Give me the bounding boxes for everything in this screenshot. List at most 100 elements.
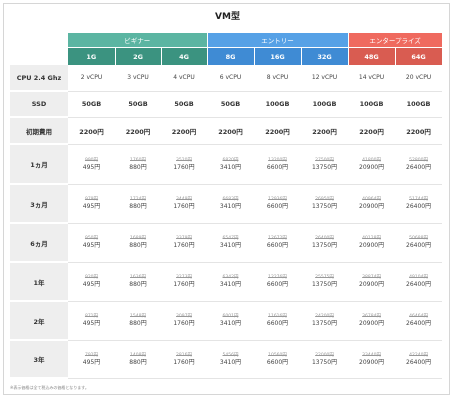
original-price: 1548円 [130, 314, 146, 319]
price-cell: 33440円 20900円 [348, 340, 396, 379]
discounted-price: 495円 [82, 163, 101, 171]
memory-size-header: 8G [207, 47, 255, 65]
discounted-price: 1760円 [173, 358, 195, 366]
price-row: 6ヵ月 950円 495円 1689円 880円 3379円 1760円 6547円 3410円… [10, 223, 443, 263]
original-price: 6683円 [222, 197, 239, 202]
discounted-price: 26400円 [406, 163, 432, 171]
original-price: 24200円 [315, 314, 334, 319]
original-price: 979円 [84, 197, 99, 202]
price-cell: 6820円 3410円 [207, 144, 255, 185]
original-price: 3379円 [176, 236, 192, 241]
price-cell: 6342円 3410円 [207, 262, 255, 302]
discounted-price: 26400円 [406, 203, 432, 210]
original-price: 26400円 [315, 236, 334, 241]
spec-value: 2200円 [254, 117, 302, 145]
spec-value: 100GB [301, 91, 349, 118]
original-price: 38874円 [362, 275, 381, 280]
discounted-price: 6600円 [266, 163, 289, 171]
price-row: 1年 920円 495円 1636円 880円 3273円 1760円 6342円 3410円 1… [10, 262, 443, 302]
corner-cell [10, 48, 68, 66]
discounted-price: 20900円 [359, 242, 385, 249]
original-price: 5456円 [222, 352, 239, 358]
spec-value: 100GB [348, 91, 396, 118]
price-cell: 51744円 26400円 [395, 184, 443, 224]
original-price: 1636円 [130, 275, 146, 280]
price-cell: 27500円 13750円 [301, 144, 349, 185]
discounted-price: 6600円 [266, 358, 289, 366]
row-label: 3年 [10, 340, 68, 379]
original-price: 3520円 [176, 157, 192, 163]
memory-size-header: 32G [301, 47, 349, 65]
original-price: 50688円 [409, 236, 428, 241]
price-cell: 50688円 26400円 [395, 223, 443, 263]
price-cell: 42240円 26400円 [395, 340, 443, 379]
original-price: 41800円 [362, 157, 381, 163]
original-price: 40964円 [362, 197, 381, 202]
discounted-price: 6600円 [266, 320, 289, 327]
original-price: 40128円 [362, 236, 381, 241]
original-price: 920円 [84, 275, 99, 280]
price-cell: 52800円 26400円 [395, 144, 443, 185]
original-price: 22000円 [315, 352, 334, 358]
price-cell: 5456円 3410円 [207, 340, 255, 379]
price-cell: 12276円 6600円 [254, 262, 302, 302]
price-cell: 40128円 20900円 [348, 223, 396, 263]
memory-size-header: 16G [254, 47, 302, 65]
discounted-price: 20900円 [359, 281, 385, 288]
original-price: 1760円 [130, 157, 146, 163]
spec-value: 8 vCPU [254, 65, 302, 92]
spec-value: 6 vCPU [207, 65, 255, 92]
price-cell: 24200円 13750円 [301, 301, 349, 341]
original-price: 6547円 [222, 236, 239, 241]
spec-value: 50GB [68, 91, 115, 118]
discounted-price: 1760円 [173, 242, 195, 249]
footnote: ※表示価格は全て税込みの価格となります。 [10, 385, 89, 390]
discounted-price: 20900円 [359, 358, 385, 366]
page-title: VM型 [215, 12, 240, 22]
price-cell: 38874円 20900円 [348, 262, 396, 302]
spec-value: 2200円 [68, 117, 115, 145]
original-price: 12672円 [268, 236, 287, 241]
price-cell: 46464円 26400円 [395, 301, 443, 341]
plan-group-enterprise: エンタープライズ [348, 33, 443, 48]
original-price: 1689円 [130, 236, 146, 241]
row-label: 3ヵ月 [10, 184, 68, 224]
discounted-price: 13750円 [311, 320, 338, 327]
price-cell: 41800円 20900円 [348, 144, 396, 185]
plan-group-entry: エントリー [207, 33, 349, 48]
spec-value: 14 vCPU [348, 65, 396, 92]
price-cell: 49104円 26400円 [395, 262, 443, 302]
discounted-price: 880円 [129, 242, 147, 249]
discounted-price: 495円 [82, 358, 101, 366]
price-cell: 1724円 880円 [115, 184, 161, 224]
spec-value: 12 vCPU [301, 65, 349, 92]
original-price: 6342円 [222, 275, 239, 280]
spec-value: 20 vCPU [395, 65, 443, 92]
original-price: 10560円 [268, 352, 287, 358]
discounted-price: 26400円 [406, 242, 432, 249]
original-price: 990円 [84, 157, 99, 163]
discounted-price: 20900円 [359, 203, 385, 210]
original-price: 13200円 [268, 157, 287, 163]
price-cell: 1636円 880円 [115, 262, 161, 302]
spec-value: 100GB [254, 91, 302, 118]
discounted-price: 6600円 [266, 281, 289, 288]
price-cell: 25575円 13750円 [301, 262, 349, 302]
price-cell: 13200円 6600円 [254, 144, 302, 185]
original-price: 3273円 [176, 275, 192, 280]
memory-size-header: 2G [115, 47, 162, 65]
memory-size-header: 1G [68, 47, 116, 65]
price-cell: 26400円 13750円 [301, 223, 349, 263]
spec-row: SSD 50GB 50GB 50GB 50GB 100GB 100GB 100GB 100GB [10, 91, 443, 118]
price-row: 2年 871円 495円 1548円 880円 3097円 1760円 6001円 3410円 1… [10, 301, 443, 341]
row-label: 1ヵ月 [10, 144, 68, 185]
discounted-price: 3410円 [219, 203, 242, 210]
original-price: 3449円 [176, 197, 192, 202]
plan-group-row: ビギナー エントリー エンタープライズ [10, 33, 443, 48]
discounted-price: 13750円 [311, 358, 338, 366]
discounted-price: 26400円 [406, 320, 432, 327]
spec-value: 3 vCPU [115, 65, 161, 92]
memory-size-header: 64G [395, 47, 443, 65]
row-label: CPU 2.4 Ghz [10, 65, 68, 92]
price-cell: 871円 495円 [68, 301, 115, 341]
